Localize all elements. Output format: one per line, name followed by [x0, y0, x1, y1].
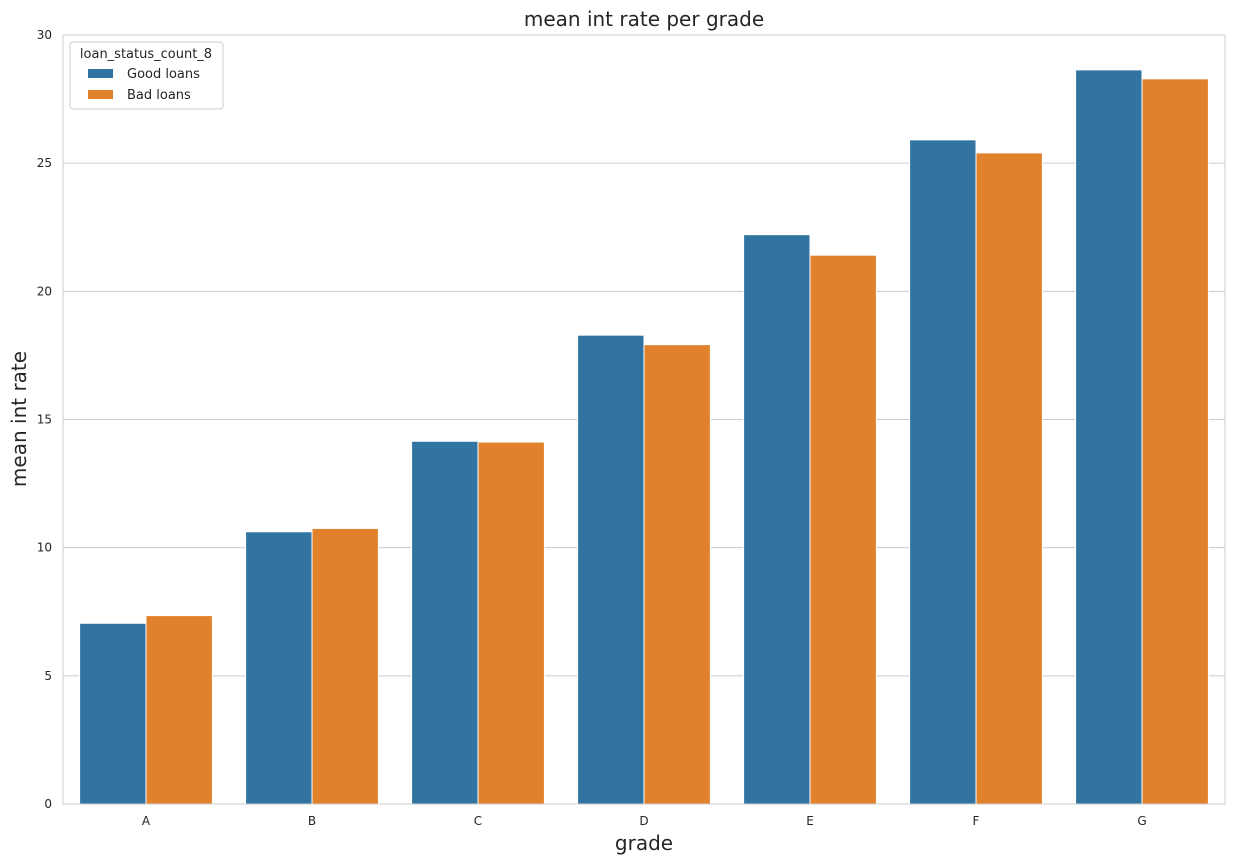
- x-tick-label: C: [474, 814, 482, 828]
- legend-label-bad-loans: Bad loans: [127, 88, 191, 103]
- bar-good-loans-e: [743, 234, 811, 805]
- bar-good-loans-c: [411, 440, 479, 805]
- bar-bad-loans-f: [975, 152, 1043, 805]
- x-axis-title: grade: [615, 831, 673, 855]
- bars: [79, 69, 1209, 805]
- y-tick-label: 25: [37, 156, 52, 170]
- bar-good-loans-f: [909, 139, 977, 805]
- bar-bad-loans-c: [477, 441, 545, 805]
- legend: loan_status_count_8 Good loans Bad loans: [69, 41, 224, 110]
- bar-bad-loans-d: [643, 344, 711, 805]
- x-tick-label: G: [1137, 814, 1146, 828]
- bar-good-loans-a: [79, 622, 147, 805]
- x-tick-label: B: [308, 814, 316, 828]
- y-tick-label: 15: [37, 413, 52, 427]
- y-tick-label: 20: [37, 284, 52, 298]
- bar-good-loans-g: [1075, 69, 1143, 805]
- bar-good-loans-d: [577, 334, 645, 805]
- y-tick-label: 5: [44, 669, 52, 683]
- legend-swatch-good-loans: [88, 69, 113, 78]
- plot-frame: [62, 34, 1226, 805]
- y-tick-label: 0: [44, 797, 52, 811]
- y-tick-label: 10: [37, 541, 52, 555]
- bar-good-loans-b: [245, 531, 313, 805]
- y-axis-title: mean int rate: [7, 351, 31, 487]
- legend-swatch-bad-loans: [88, 90, 113, 99]
- x-tick-label: A: [142, 814, 151, 828]
- bar-bad-loans-b: [311, 527, 379, 805]
- x-tick-label: E: [806, 814, 814, 828]
- chart-title: mean int rate per grade: [524, 7, 764, 31]
- legend-label-good-loans: Good loans: [127, 67, 200, 82]
- x-tick-label: D: [639, 814, 648, 828]
- y-tick-label: 30: [37, 28, 52, 42]
- x-tick-labels: A B C D E F G: [142, 814, 1147, 828]
- legend-title: loan_status_count_8: [80, 47, 212, 62]
- bar-bad-loans-a: [145, 615, 213, 805]
- bar-bad-loans-e: [809, 254, 877, 805]
- y-tick-labels: 0 5 10 15 20 25 30: [37, 28, 52, 811]
- bar-bad-loans-g: [1141, 78, 1209, 805]
- x-tick-label: F: [973, 814, 980, 828]
